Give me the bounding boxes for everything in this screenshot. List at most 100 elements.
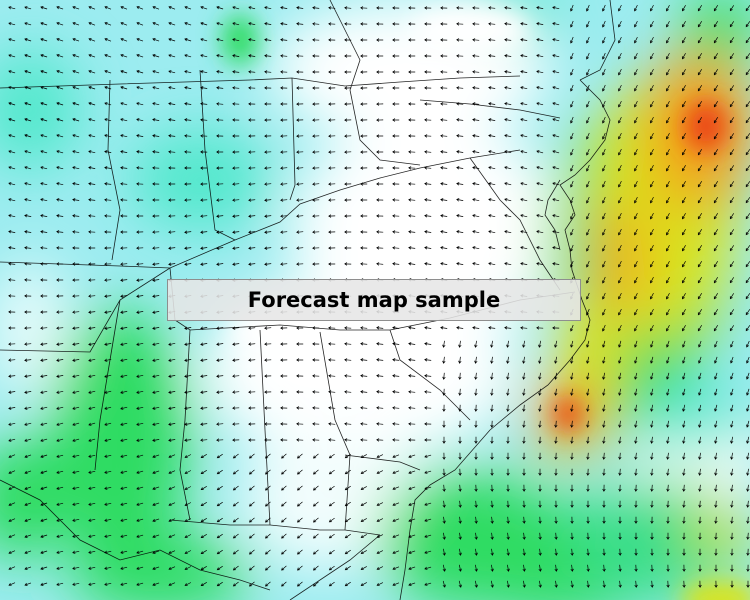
wind-arrow <box>698 580 702 588</box>
wind-arrow <box>424 118 432 122</box>
wind-arrow <box>490 548 494 556</box>
wind-arrow <box>104 246 112 250</box>
extreme-zone <box>684 100 728 152</box>
wind-arrow <box>232 485 239 491</box>
wind-arrow <box>634 436 638 444</box>
wind-arrow <box>360 326 368 330</box>
wind-arrow <box>424 230 432 234</box>
wind-arrow <box>40 358 48 362</box>
wind-arrow <box>536 182 544 186</box>
wind-arrow <box>586 548 590 556</box>
wind-arrow <box>408 118 416 122</box>
wind-arrow <box>216 422 224 426</box>
wind-arrow <box>697 21 702 28</box>
wind-arrow <box>456 262 464 266</box>
wind-arrow <box>8 326 16 330</box>
wind-arrow <box>698 564 702 572</box>
wind-arrow <box>697 309 702 316</box>
wind-arrow <box>248 438 256 442</box>
wind-arrow <box>376 182 384 186</box>
wind-arrow <box>456 246 464 250</box>
wind-arrow <box>618 580 622 588</box>
wind-arrow <box>585 164 590 172</box>
wind-arrow <box>376 246 384 250</box>
wind-arrow <box>200 470 207 475</box>
wind-arrow <box>72 342 80 346</box>
wind-arrow <box>506 564 510 572</box>
wind-arrow <box>392 406 400 410</box>
wind-arrow <box>440 118 448 122</box>
wind-arrow <box>697 37 702 44</box>
wind-arrow <box>522 532 526 540</box>
wind-arrow <box>520 22 528 26</box>
wind-arrow <box>72 294 80 298</box>
wind-arrow <box>104 342 112 346</box>
wind-arrow <box>216 22 224 26</box>
wind-arrow <box>72 358 80 362</box>
wind-arrow <box>520 6 528 10</box>
wind-arrow <box>8 182 16 186</box>
wind-arrow <box>281 485 287 491</box>
wind-arrow <box>602 484 606 492</box>
wind-arrow <box>200 486 207 491</box>
wind-arrow <box>746 468 750 476</box>
wind-arrow <box>681 69 686 76</box>
wind-arrow <box>281 581 287 587</box>
wind-arrow <box>24 102 32 106</box>
wind-arrow <box>392 454 400 459</box>
wind-arrow <box>168 342 176 346</box>
wind-arrow <box>56 214 64 218</box>
coastline <box>399 79 611 600</box>
wind-arrow <box>168 566 176 571</box>
wind-arrow <box>474 580 478 588</box>
wind-arrow <box>104 262 112 266</box>
wind-arrow <box>458 388 462 396</box>
wind-arrow <box>360 6 368 10</box>
wind-arrow <box>312 86 320 90</box>
wind-arrow <box>328 517 335 523</box>
wind-arrow <box>649 148 654 156</box>
wind-arrow <box>682 500 686 508</box>
wind-arrow <box>24 454 32 458</box>
wind-arrow <box>602 468 606 476</box>
wind-arrow <box>729 149 734 156</box>
wind-arrow <box>281 549 287 555</box>
wind-arrow <box>488 70 496 74</box>
wind-arrow <box>152 406 160 410</box>
wind-arrow <box>729 309 734 316</box>
wind-arrow <box>522 356 526 364</box>
wind-arrow <box>136 374 144 378</box>
wind-arrow <box>633 228 638 236</box>
wind-arrow <box>488 246 496 250</box>
wind-arrow <box>264 214 272 218</box>
wind-arrow <box>376 470 384 475</box>
wind-arrow <box>344 70 352 74</box>
wind-arrow <box>665 244 670 252</box>
wind-arrow <box>538 484 542 492</box>
wind-arrow <box>8 358 16 362</box>
wind-arrow <box>682 388 686 396</box>
wind-arrow <box>713 293 718 300</box>
wind-arrow <box>280 150 288 154</box>
wind-arrow <box>713 165 718 172</box>
wind-arrow <box>344 438 352 442</box>
wind-arrow <box>344 86 352 90</box>
wind-arrow <box>649 260 654 268</box>
wind-arrow <box>713 277 718 284</box>
wind-arrow <box>552 38 560 42</box>
wind-arrow <box>264 86 272 90</box>
wind-arrow <box>681 165 686 172</box>
wind-arrow <box>408 438 416 442</box>
wind-arrow <box>312 565 319 571</box>
wind-arrow <box>344 326 352 330</box>
wind-arrow <box>408 166 416 170</box>
wind-arrow <box>136 214 144 218</box>
wind-arrow <box>360 582 367 587</box>
wind-arrow <box>136 86 144 90</box>
wind-arrow <box>504 118 512 122</box>
wind-arrow <box>458 532 462 540</box>
wind-arrow <box>730 532 734 540</box>
wind-arrow <box>344 533 351 539</box>
wind-arrow <box>296 422 304 426</box>
